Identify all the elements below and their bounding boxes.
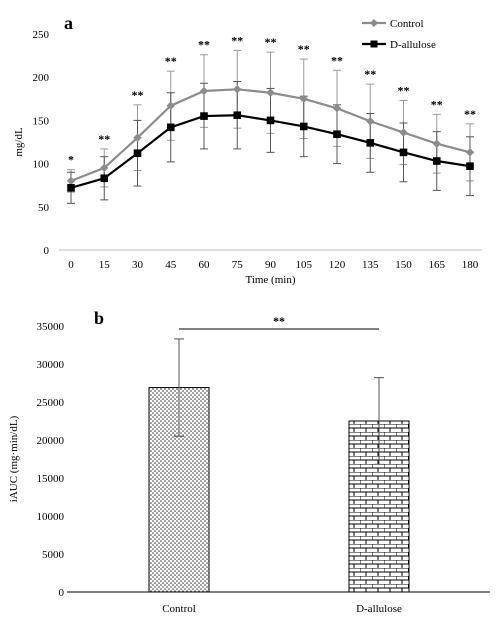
y-tick-label: 25000 [37, 397, 65, 409]
significance-marker: ** [265, 35, 277, 49]
control-data-point [299, 94, 308, 103]
x-tick-label: 135 [362, 259, 379, 271]
significance-marker: * [68, 153, 74, 167]
y-axis-label: mg/dL [13, 127, 25, 157]
line-chart-panel: a 0 50 100 150 200 250 0 15 30 45 60 75 90 105 120 135… [13, 13, 482, 286]
d-allulose-data-point [432, 157, 441, 165]
significance-label: ** [273, 314, 285, 328]
x-tick-label: 150 [395, 259, 412, 271]
control-data-point [266, 88, 275, 97]
y-tick-label: 200 [33, 72, 50, 84]
y-tick-label: 5000 [42, 549, 65, 561]
significance-annotations: ********* ** ** ************ [68, 33, 476, 166]
d-allulose-data-point [233, 111, 242, 120]
significance-bracket: ** [179, 314, 379, 330]
x-tick-label: 120 [329, 259, 346, 271]
significance-marker: ** [132, 88, 144, 102]
y-tick-label: 150 [33, 115, 50, 127]
x-category-label: Control [162, 603, 196, 615]
x-category-label: D-allulose [356, 603, 402, 615]
x-tick-label: 75 [232, 259, 244, 271]
d-allulose-data-point [333, 130, 341, 139]
panel-label-b: b [94, 308, 104, 328]
significance-marker: ** [464, 107, 476, 121]
y-tick-label: 35000 [37, 321, 65, 333]
significance-marker: ** [398, 84, 410, 98]
control-data-point [133, 133, 142, 142]
y-axis-ticks: 0 50 100 150 200 250 [33, 29, 50, 257]
d-allulose-data-point [133, 149, 142, 158]
y-tick-label: 0 [59, 587, 65, 599]
control-data-point [233, 85, 242, 94]
d-allulose-data-point [200, 112, 208, 120]
bar-chart-panel: b 0 5000 10000 15000 20000 25000 30000 35000 iA… [8, 308, 490, 615]
d-allulose-data-point [466, 162, 474, 170]
significance-marker: ** [331, 53, 343, 67]
significance-marker: ** [165, 54, 177, 68]
legend-d-allulose-label: D-allulose [390, 39, 436, 51]
y-tick-label: 50 [38, 202, 50, 214]
d-allulose-data-point [166, 123, 175, 132]
x-tick-label: 165 [429, 259, 446, 271]
significance-marker: ** [231, 33, 243, 47]
d-allulose-data-point [366, 139, 375, 147]
y-tick-label: 20000 [37, 435, 65, 447]
d-allulose-data-point [67, 183, 75, 192]
significance-marker: ** [198, 38, 210, 52]
x-tick-label: 0 [68, 259, 74, 271]
x-axis-ticks: 0 15 30 45 60 75 90 105 120 135 150 165 180 [68, 259, 479, 271]
x-tick-label: 105 [296, 259, 313, 271]
panel-label-a: a [64, 13, 73, 33]
x-tick-label: 15 [99, 259, 111, 271]
d-allulose-data-point [299, 122, 308, 131]
y-tick-label: 10000 [37, 511, 65, 523]
x-tick-label: 30 [132, 259, 144, 271]
legend: Control D-allulose [362, 18, 436, 51]
control-data-point [66, 176, 76, 186]
control-data-point [199, 86, 209, 96]
significance-marker: ** [98, 132, 110, 146]
x-tick-label: 90 [265, 259, 277, 271]
legend-control-marker [370, 19, 378, 27]
legend-d-allulose-marker [370, 40, 378, 48]
control-data-point [100, 163, 109, 173]
significance-marker: ** [364, 67, 376, 81]
x-tick-label: 180 [462, 259, 479, 271]
control-data-point [366, 117, 375, 126]
control-data-point [432, 139, 441, 148]
y-axis-ticks: 0 5000 10000 15000 20000 25000 30000 35000 [37, 321, 65, 599]
d-allulose-data-point [399, 148, 408, 157]
y-tick-label: 100 [33, 159, 50, 171]
x-tick-label: 45 [165, 259, 177, 271]
y-tick-label: 250 [33, 29, 50, 41]
control-data-point [399, 128, 408, 137]
x-axis-label: Time (min) [245, 274, 295, 286]
significance-marker: ** [431, 97, 443, 111]
series-group [66, 49, 475, 204]
x-tick-label: 60 [199, 259, 211, 271]
y-tick-label: 30000 [37, 359, 65, 371]
y-axis-label: iAUC (mg·min/dL) [8, 415, 20, 502]
y-tick-label: 15000 [37, 473, 65, 485]
control-data-point [465, 148, 475, 157]
d-allulose-data-point [100, 174, 109, 183]
d-allulose-data-point [266, 116, 275, 125]
significance-marker: ** [298, 42, 310, 56]
legend-control-label: Control [390, 18, 424, 30]
control-data-point [166, 101, 175, 110]
y-tick-label: 0 [44, 245, 50, 257]
control-data-point [332, 104, 342, 113]
bars-group: Control D-allulose [148, 338, 410, 615]
